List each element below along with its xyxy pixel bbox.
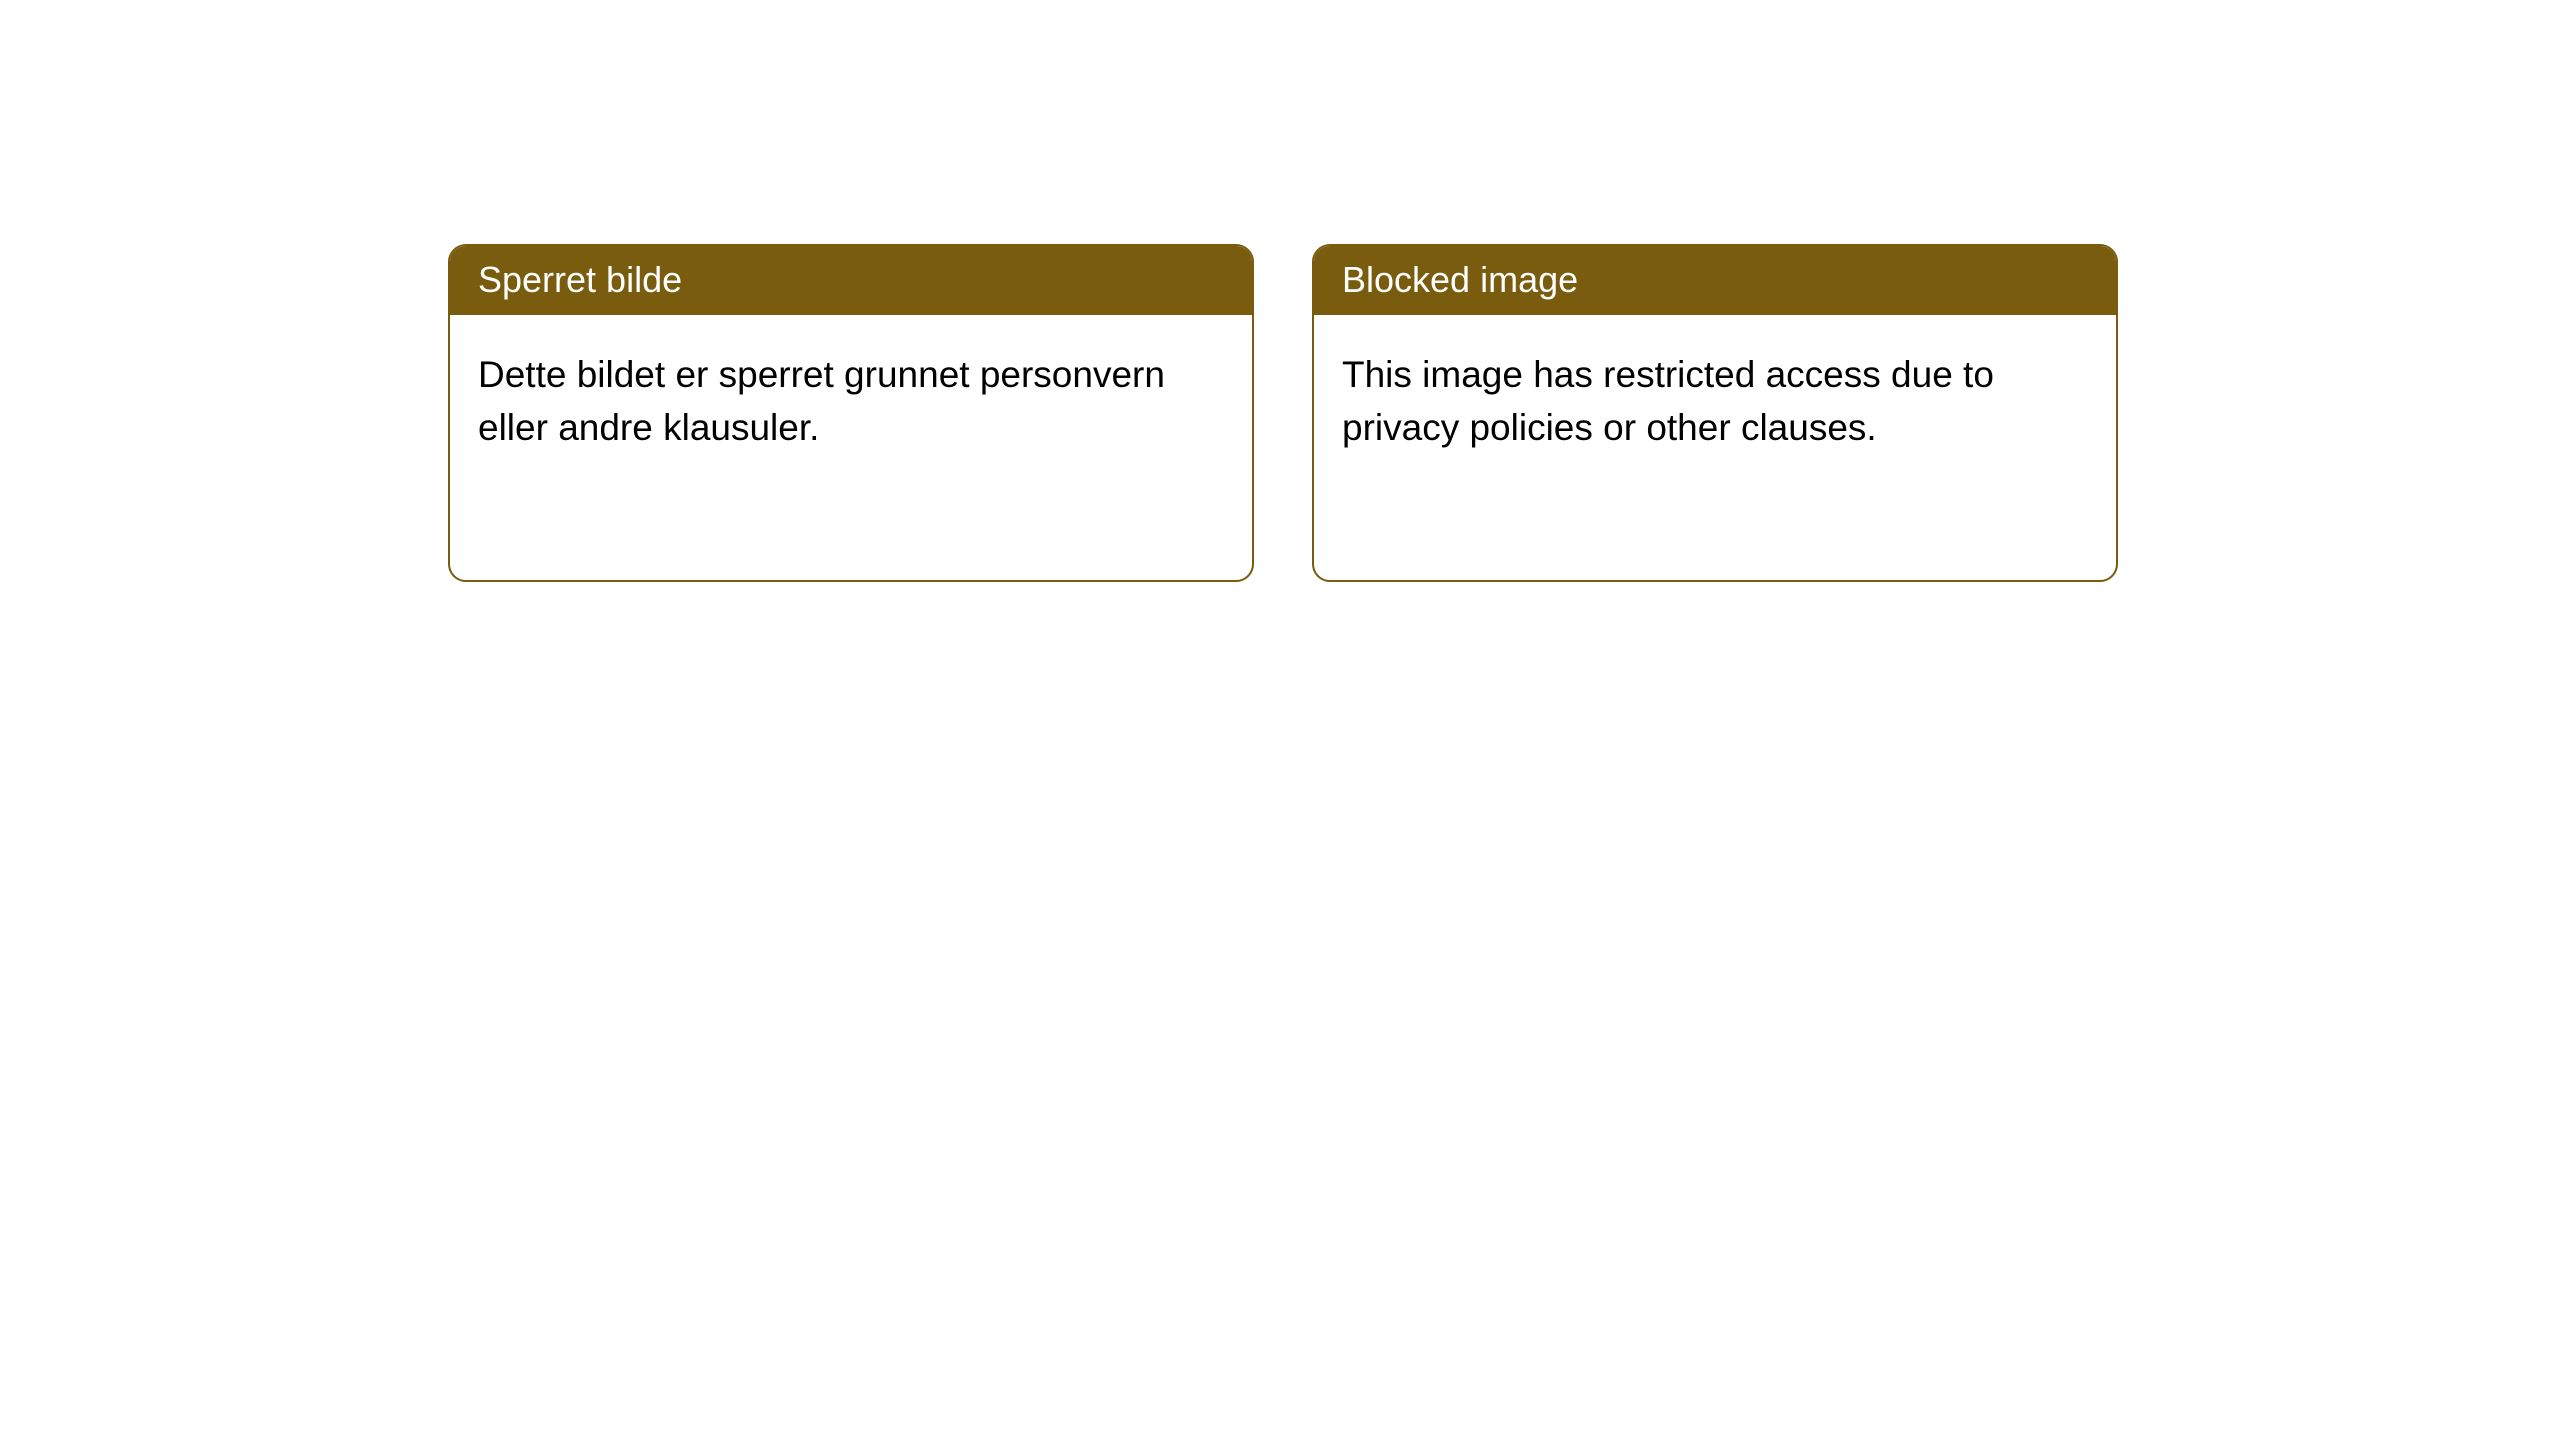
notice-body: This image has restricted access due to …	[1314, 315, 2116, 482]
notice-title: Sperret bilde	[450, 246, 1252, 315]
notice-box-english: Blocked image This image has restricted …	[1312, 244, 2118, 582]
notice-box-norwegian: Sperret bilde Dette bildet er sperret gr…	[448, 244, 1254, 582]
notice-body: Dette bildet er sperret grunnet personve…	[450, 315, 1252, 482]
notice-title: Blocked image	[1314, 246, 2116, 315]
notices-container: Sperret bilde Dette bildet er sperret gr…	[0, 0, 2560, 582]
